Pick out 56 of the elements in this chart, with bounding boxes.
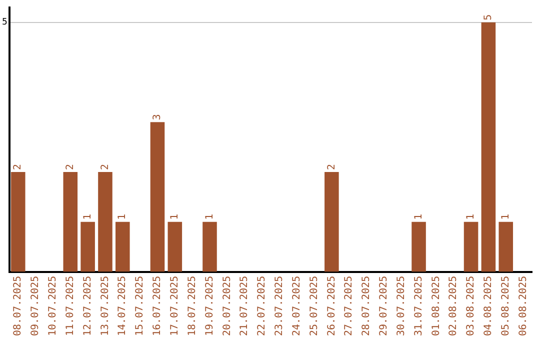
x-tick-label: 13.07.2025 [100, 276, 111, 336]
x-tick-label: 04.08.2025 [483, 276, 494, 336]
data-label: 2 [12, 164, 24, 170]
bar [324, 172, 339, 272]
data-label: 2 [326, 164, 338, 170]
bar [116, 222, 130, 272]
data-label: 1 [466, 214, 477, 220]
x-tick-label: 06.08.2025 [518, 276, 529, 336]
bar [10, 172, 26, 272]
x-tick-label: 24.07.2025 [291, 276, 302, 336]
x-tick-label: 01.08.2025 [430, 276, 442, 336]
x-tick-label: 02.08.2025 [448, 276, 460, 336]
bar [168, 222, 182, 272]
data-label: 1 [204, 214, 216, 220]
bar [98, 172, 112, 272]
x-tick-label: 14.07.2025 [117, 276, 128, 336]
x-tick-label: 18.07.2025 [186, 276, 198, 336]
x-tick-label: 25.07.2025 [308, 276, 320, 336]
x-tick-label: 23.07.2025 [274, 276, 286, 336]
x-tick-label: 27.07.2025 [344, 276, 355, 336]
x-tick-label: 20.07.2025 [222, 276, 233, 336]
x-tick-label: 30.07.2025 [396, 276, 407, 336]
x-tick-label: 11.07.2025 [64, 276, 76, 336]
bar [80, 222, 95, 272]
x-tick-label: 15.07.2025 [134, 276, 146, 336]
data-label: 2 [100, 164, 111, 170]
data-label: 1 [117, 214, 128, 220]
x-tick-label: 03.08.2025 [466, 276, 477, 336]
data-label: 5 [483, 14, 494, 20]
x-tick-label: 28.07.2025 [361, 276, 372, 336]
x-tick-label: 19.07.2025 [204, 276, 216, 336]
x-tick-label: 31.07.2025 [413, 276, 424, 336]
bar [63, 172, 78, 272]
x-tick-label: 05.08.2025 [500, 276, 512, 336]
bar [498, 222, 514, 272]
x-tick-label: 12.07.2025 [82, 276, 94, 336]
bar [202, 222, 217, 272]
data-label: 1 [169, 214, 180, 220]
x-tick-label: 16.07.2025 [152, 276, 164, 336]
data-label: 2 [64, 164, 76, 170]
x-tick-label: 10.07.2025 [48, 276, 59, 336]
data-label: 1 [82, 214, 94, 220]
x-tick-label: 21.07.2025 [239, 276, 250, 336]
bar [481, 22, 496, 272]
x-tick-label: 26.07.2025 [326, 276, 338, 336]
bar [412, 222, 426, 272]
bar [150, 122, 165, 272]
x-tick-label: 29.07.2025 [378, 276, 390, 336]
data-label: 1 [413, 214, 424, 220]
bar [464, 222, 478, 272]
data-label: 1 [500, 214, 512, 220]
x-tick-label: 09.07.2025 [30, 276, 42, 336]
data-label: 3 [152, 114, 164, 120]
x-tick-label: 22.07.2025 [256, 276, 268, 336]
x-tick-label: 17.07.2025 [169, 276, 180, 336]
x-tick-label: 08.07.2025 [12, 276, 24, 336]
